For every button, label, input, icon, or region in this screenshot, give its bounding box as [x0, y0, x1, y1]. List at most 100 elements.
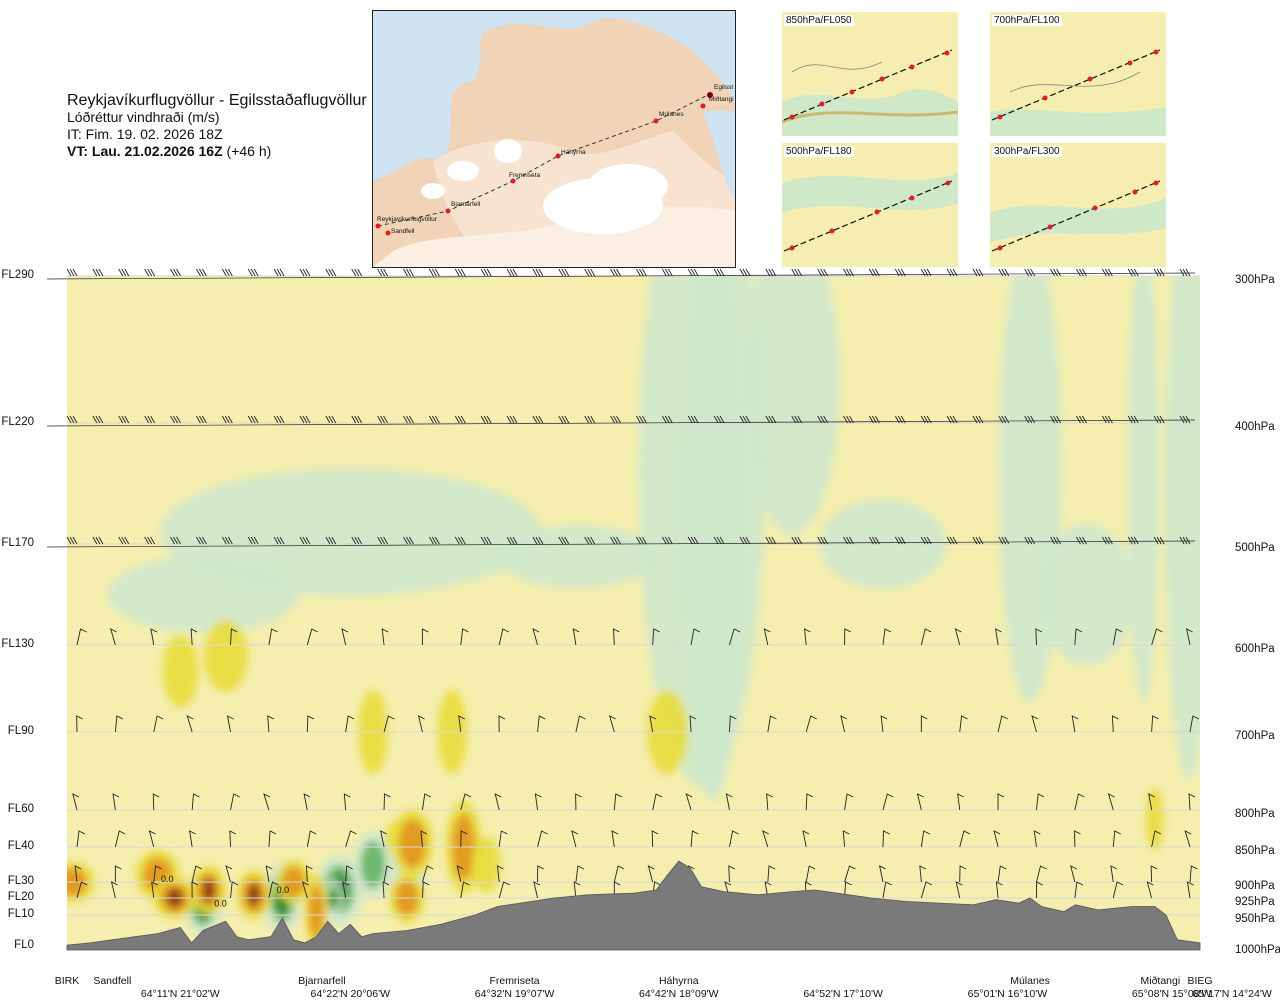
wind-barb	[144, 268, 156, 277]
wind-barb	[420, 830, 428, 848]
wind-barb	[383, 715, 395, 733]
wind-barb	[1031, 715, 1039, 733]
wind-barb	[306, 715, 315, 733]
wind-barb	[498, 715, 506, 733]
wind-barb	[351, 268, 363, 277]
wind-barb	[763, 628, 771, 646]
downdraft-peak	[247, 883, 261, 907]
wind-barb	[144, 415, 156, 424]
wind-barb	[613, 865, 625, 883]
updraft-area	[1039, 523, 1135, 666]
wind-barb	[537, 830, 548, 848]
wind-barb	[1189, 715, 1200, 733]
wind-barb	[802, 830, 810, 848]
wind-barb	[1184, 830, 1192, 848]
wind-barb	[919, 865, 927, 883]
wind-barb	[661, 415, 673, 424]
wind-barb	[532, 628, 540, 646]
coordinate-label: 64°11'N 21°02'W	[140, 988, 220, 1000]
flight-level-label: FL40	[7, 840, 34, 852]
wind-barb	[268, 830, 277, 848]
wind-barb	[247, 536, 259, 545]
wind-barb	[351, 415, 363, 424]
wind-barb	[1070, 865, 1077, 883]
wind-barb	[114, 830, 126, 848]
route-title: Reykjavíkurflugvöllur - Egilsstaðaflugvö…	[67, 92, 367, 109]
thumbnail-500hpa[interactable]: 500hPa/FL180	[782, 143, 958, 267]
wind-barb	[713, 268, 725, 277]
wind-barb	[1127, 536, 1139, 545]
wind-barb	[1074, 881, 1084, 899]
wind-barb	[403, 415, 414, 424]
wind-barb	[713, 536, 725, 545]
thumbnail-700hpa[interactable]: 700hPa/FL100	[990, 12, 1166, 136]
wind-barb	[74, 865, 82, 883]
coordinate-label: 65°17'N 14°24'W	[1192, 988, 1272, 1000]
quantity-subtitle: Lóðréttur vindhraði (m/s)	[67, 109, 220, 125]
wind-barb	[153, 715, 164, 733]
thumbnail-300hpa[interactable]: 300hPa/FL300	[990, 143, 1166, 267]
wind-barb	[610, 268, 621, 277]
wind-barb	[110, 881, 118, 899]
wind-barb	[690, 628, 701, 646]
wind-barb	[920, 830, 930, 848]
wind-barb	[954, 628, 962, 646]
wind-barb	[613, 793, 623, 811]
wind-barb	[998, 415, 1010, 424]
wind-barb	[1151, 628, 1163, 646]
wind-barb	[506, 268, 518, 277]
wind-barb	[997, 793, 1005, 811]
wind-barb	[460, 830, 468, 848]
wind-barb	[221, 415, 233, 424]
wind-barb	[230, 793, 240, 811]
wind-barb	[613, 881, 621, 898]
terrain-profile	[66, 860, 1201, 951]
wind-barb	[1153, 415, 1165, 424]
wind-barb	[325, 536, 337, 545]
wind-barb	[611, 830, 619, 848]
waypoint-label: BIEG	[1187, 975, 1213, 987]
updraft-core	[360, 840, 386, 889]
wind-barb	[575, 793, 582, 811]
flight-level-label: FL10	[7, 908, 34, 920]
wind-barb	[879, 865, 886, 883]
updraft-area	[1164, 276, 1200, 780]
wind-barb	[584, 268, 596, 277]
wind-barb	[1024, 415, 1036, 424]
wind-barb	[1150, 865, 1158, 883]
wind-barb	[345, 865, 353, 883]
pressure-level-label: 400hPa	[1235, 421, 1275, 433]
wind-barb	[150, 628, 158, 646]
waypoint-label: Sandfell	[93, 975, 132, 987]
downdraft-area	[162, 634, 198, 708]
wind-barb	[221, 536, 233, 545]
wind-barb	[1153, 268, 1165, 277]
wind-barb	[421, 793, 431, 811]
wind-barb	[1179, 268, 1191, 277]
wind-barb	[1024, 536, 1036, 545]
coordinate-label: 64°22'N 20°06'W	[310, 988, 391, 1000]
flight-level-label: FL60	[7, 803, 34, 815]
wind-barb	[403, 536, 414, 545]
wind-barb	[1033, 830, 1041, 848]
wind-barb	[869, 536, 880, 545]
wind-barb	[189, 830, 196, 848]
wind-barb	[1076, 536, 1087, 545]
wind-barb	[1071, 715, 1079, 733]
route-map: Reykjavíkurflugvöllur Sandfell Bjarnarfe…	[372, 10, 736, 268]
wind-barb	[652, 628, 660, 646]
vertical-velocity-field	[67, 276, 1200, 949]
wind-barb	[267, 715, 274, 733]
waypoint-label: BIRK	[54, 975, 80, 987]
thumbnail-850hpa[interactable]: 850hPa/FL050	[782, 12, 958, 136]
wind-barb	[118, 536, 130, 545]
wind-barb	[725, 793, 733, 811]
wind-barb	[480, 415, 492, 424]
map-label-fremriseta: Fremriseta	[509, 172, 540, 179]
wind-barb	[1186, 881, 1194, 899]
barb-row-line	[46, 419, 1196, 427]
wind-barb	[842, 830, 850, 848]
wind-barb	[894, 415, 906, 424]
wind-barb	[1036, 793, 1045, 811]
wind-barb	[1024, 268, 1036, 277]
